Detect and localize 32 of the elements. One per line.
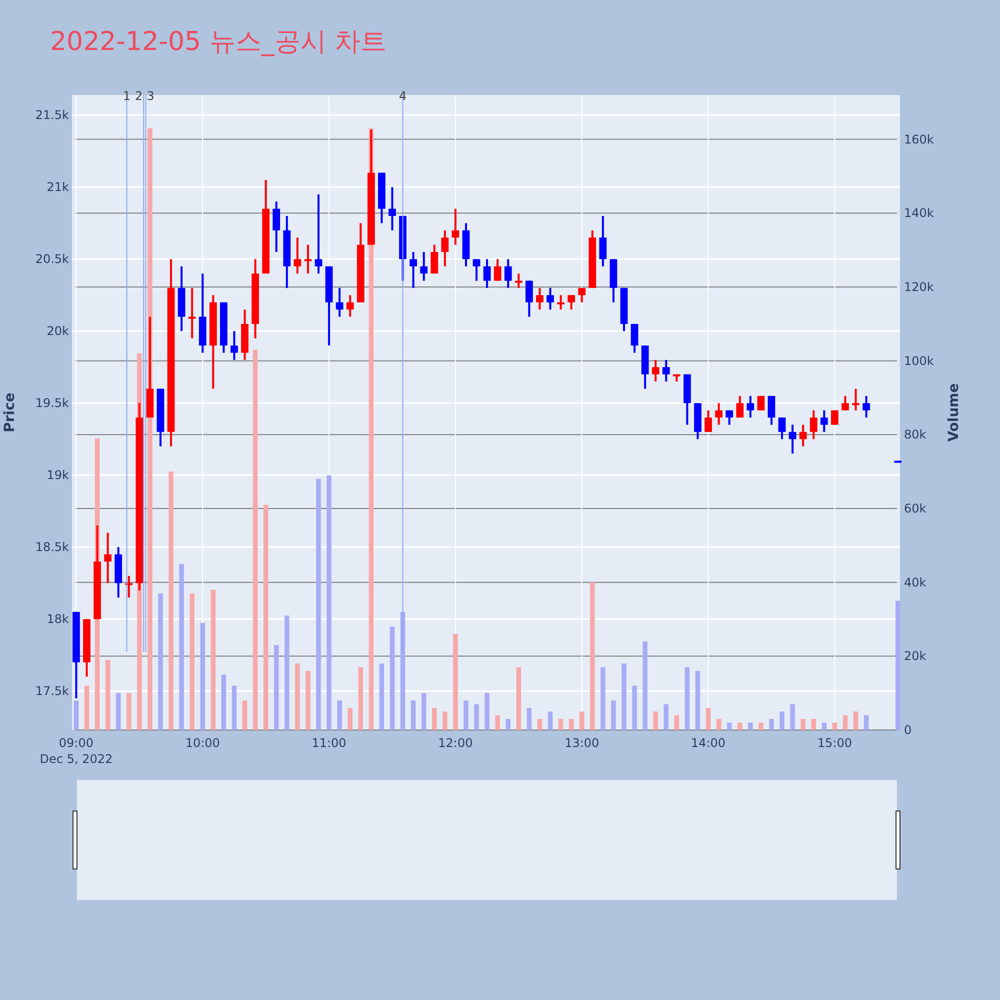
x-tick-label: 12:00: [438, 736, 473, 750]
x-tick-label: 11:00: [312, 736, 346, 750]
ref-line-label: 2: [134, 89, 143, 103]
y-tick-label: 21.5k: [35, 108, 70, 122]
y2-tick-label: 20k: [904, 649, 926, 664]
y2-axis-title: Volume: [946, 383, 962, 442]
chart-title: 2022-12-05 뉴스_공시 차트: [50, 27, 387, 57]
y-tick-label: 18k: [46, 612, 70, 626]
y2-tick-label: 140k: [904, 206, 934, 220]
y-tick-label: 17.5k: [35, 684, 70, 698]
y2-tick-label: 120k: [904, 280, 934, 294]
y2-tick-label: 40k: [904, 575, 926, 590]
y2-tick-label: 0: [904, 723, 912, 737]
ref-line-label: 1: [122, 89, 131, 103]
x-tick-label: 09:00 Dec 5, 2022: [40, 736, 113, 766]
y-tick-label: 19k: [46, 468, 70, 482]
ref-line-label: 4: [398, 89, 407, 103]
x-tick-label: 14:00: [690, 736, 726, 750]
y2-tick-label: 80k: [904, 428, 926, 442]
y-axis-title: Price: [2, 392, 18, 432]
ref-line-label: 3: [146, 89, 154, 103]
x-tick-label: 10:00: [185, 736, 220, 750]
y-tick-label: 19.5k: [35, 396, 70, 410]
x-tick-label: 13:00: [564, 736, 600, 750]
y-tick-label: 20.5k: [35, 252, 70, 266]
y-tick-label: 21k: [46, 180, 70, 194]
y2-tick-label: 60k: [904, 501, 926, 516]
y2-tick-label: 100k: [904, 354, 934, 368]
y-tick-label: 20k: [46, 324, 70, 338]
x-tick-label: 15:00: [817, 736, 852, 750]
y-tick-label: 18.5k: [35, 540, 70, 554]
y2-tick-label: 160k: [904, 132, 934, 146]
